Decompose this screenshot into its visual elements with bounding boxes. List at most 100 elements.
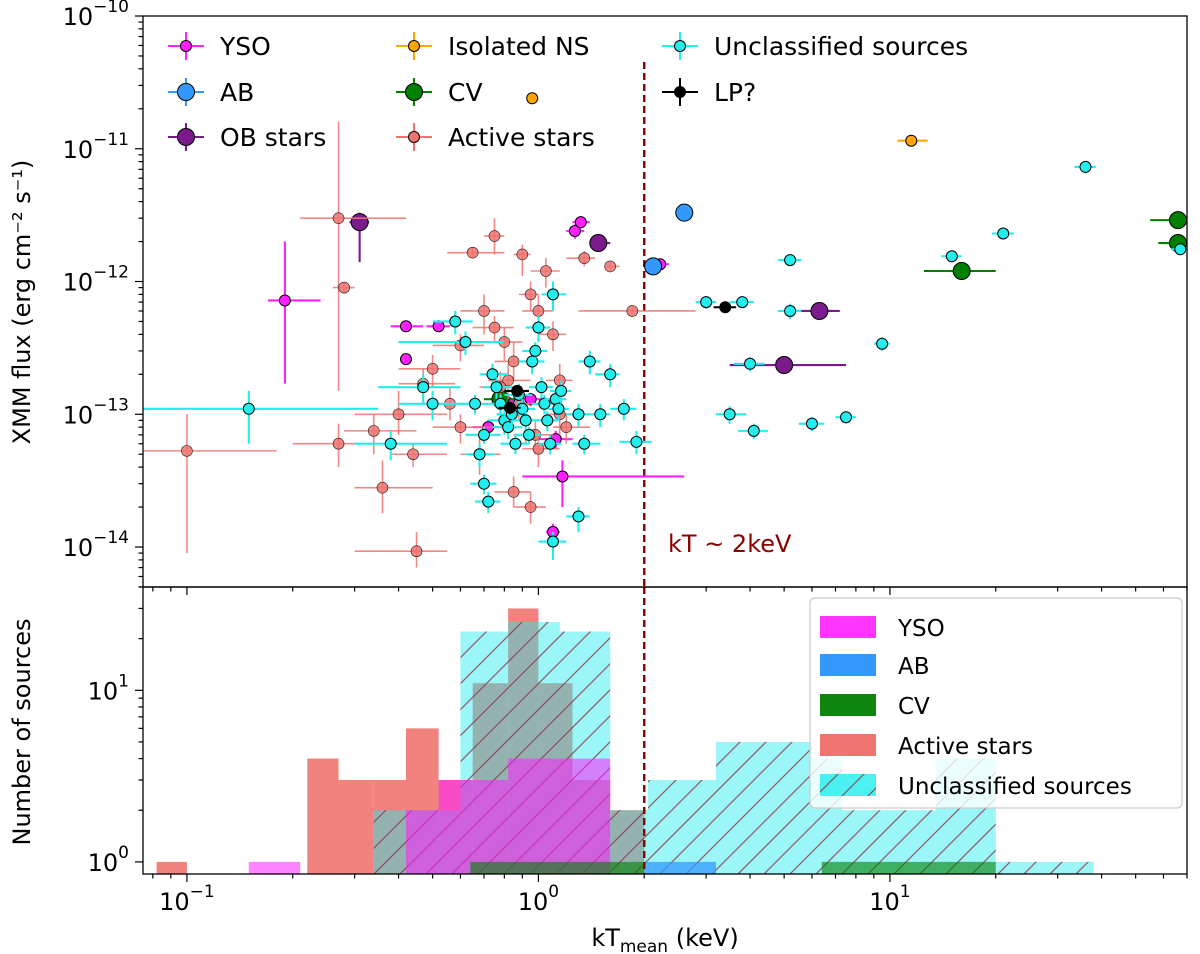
legend-swatch <box>820 734 876 756</box>
point-active-stars <box>376 481 389 494</box>
point-active-stars <box>507 486 520 498</box>
point-unclassified-sources <box>459 336 472 349</box>
legend-label: Isolated NS <box>448 32 590 61</box>
bottom-legend-box <box>809 597 1183 809</box>
point-unclassified-sources <box>583 355 596 368</box>
bottom-y-ticks: 100 101 <box>88 586 143 877</box>
point-active-stars <box>478 305 490 317</box>
point-active-stars <box>454 421 467 433</box>
vline-annotation: kT ~ 2keV <box>668 530 792 558</box>
bottom-y-axis-label: Number of sources <box>8 618 36 845</box>
point-unclassified-sources <box>486 368 499 381</box>
point-unclassified-sources <box>945 250 958 263</box>
point-unclassified-sources <box>700 296 713 309</box>
bottom-axes-frame <box>142 586 1188 875</box>
point-ab <box>675 203 694 222</box>
point-active-stars <box>553 374 566 387</box>
series-ob-stars <box>349 212 847 375</box>
point-cv <box>952 262 971 281</box>
point-lp <box>503 401 516 414</box>
point-unclassified-sources <box>473 448 486 461</box>
point-active-stars <box>604 260 616 273</box>
top-y-axis-label: XMM flux (erg cm⁻² s⁻¹) <box>8 160 36 445</box>
point-active-stars <box>410 545 423 558</box>
legend-item-yso: YSO <box>820 616 945 642</box>
point-ob-stars <box>589 234 608 253</box>
point-active-stars <box>426 363 439 375</box>
x-axis-label-subscript: mean <box>620 937 668 954</box>
legend-item-ab: AB <box>820 654 930 680</box>
hist-ab <box>644 861 716 874</box>
legend-label: Unclassified sources <box>898 774 1132 800</box>
point-unclassified-sources <box>532 321 545 334</box>
point-ob-stars <box>810 301 829 320</box>
legend-label: AB <box>898 654 930 680</box>
point-active-stars <box>532 305 545 317</box>
hist-bar-yso <box>508 758 611 874</box>
point-unclassified-sources <box>630 435 643 448</box>
series-isolated-ns <box>526 92 928 147</box>
point-yso <box>568 225 581 238</box>
legend-marker <box>177 128 195 146</box>
point-active-stars <box>524 288 537 301</box>
x-axis-label-unit: (keV) <box>668 924 739 952</box>
top-plot-area <box>143 62 1187 587</box>
point-unclassified-sources <box>784 304 797 317</box>
tick-exponent: −14 <box>93 528 129 548</box>
legend-swatch-hatch <box>820 774 876 796</box>
point-unclassified-sources <box>876 337 889 350</box>
legend-label: CV <box>448 78 483 107</box>
point-unclassified-sources <box>840 411 853 424</box>
legend-label: Active stars <box>898 734 1033 760</box>
hist-hatch-unclassified-sources <box>995 861 1094 874</box>
legend-swatch <box>820 654 876 676</box>
point-active-stars <box>407 448 419 461</box>
point-yso <box>278 294 291 307</box>
point-active-stars <box>488 321 501 334</box>
point-lp <box>719 301 732 314</box>
point-lp <box>511 384 524 397</box>
point-ob-stars <box>350 213 369 232</box>
bottom-y-tick-label: 100 <box>88 843 129 877</box>
hist-bar-cv <box>821 861 996 874</box>
point-unclassified-sources <box>572 510 585 523</box>
point-isolated-ns <box>526 92 539 105</box>
bottom-x-tick-label: 101 <box>869 882 910 916</box>
point-unclassified-sources <box>535 381 548 394</box>
point-unclassified-sources <box>477 428 490 441</box>
point-unclassified-sources <box>578 437 591 450</box>
point-cv <box>1169 211 1187 230</box>
bottom-x-tick-label: 100 <box>518 882 559 916</box>
point-unclassified-sources <box>546 535 559 548</box>
point-active-stars <box>367 425 380 437</box>
point-unclassified-sources <box>242 402 255 415</box>
bottom-y-tick-label: 101 <box>88 671 129 705</box>
tick-base: 10 <box>518 888 549 916</box>
point-active-stars <box>532 442 545 455</box>
legend-label: Active stars <box>448 123 595 152</box>
legend-swatch <box>820 616 876 638</box>
legend-marker <box>674 40 686 52</box>
legend-label: CV <box>898 694 930 720</box>
point-active-stars <box>332 437 345 450</box>
series-ab <box>644 203 694 276</box>
point-active-stars <box>516 248 529 261</box>
point-unclassified-sources <box>544 437 557 450</box>
point-unclassified-sources <box>522 428 535 441</box>
point-yso <box>399 353 412 366</box>
tick-exponent: −10 <box>93 0 129 17</box>
legend-item-active-stars: Active stars <box>820 734 1033 760</box>
tick-base: 10 <box>63 3 94 31</box>
point-unclassified-sources <box>1079 160 1092 173</box>
x-axis-label-main: kT <box>591 924 620 952</box>
legend-label: YSO <box>897 616 945 642</box>
point-unclassified-sources <box>482 495 495 508</box>
point-active-stars <box>488 230 501 242</box>
point-unclassified-sources <box>384 437 397 450</box>
tick-base: 10 <box>869 888 900 916</box>
tick-exponent: 1 <box>118 671 129 691</box>
legend-label: OB stars <box>220 123 326 152</box>
point-unclassified-sources <box>477 477 490 490</box>
tick-base: 10 <box>63 534 94 562</box>
